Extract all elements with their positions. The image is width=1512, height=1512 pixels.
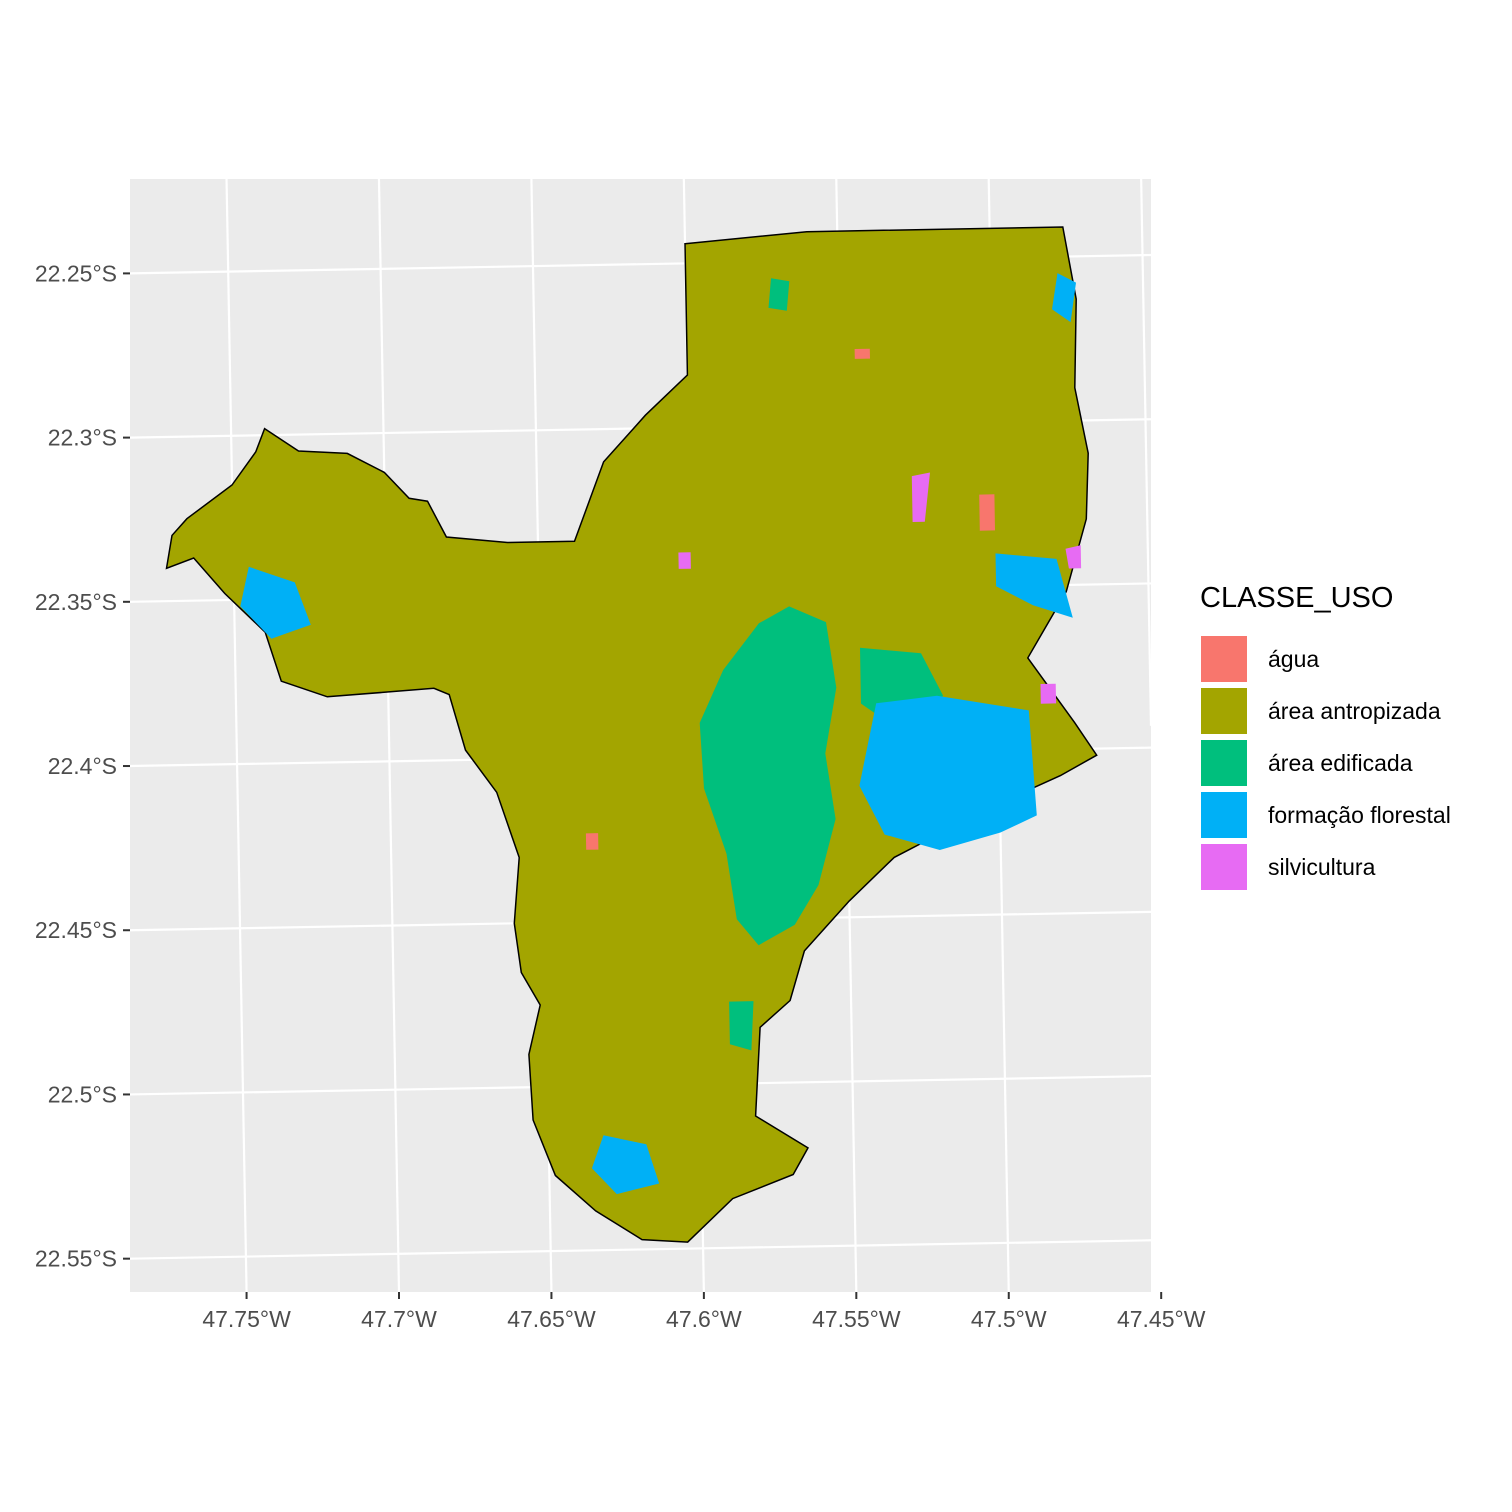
region--rea-edificada — [768, 278, 790, 311]
region-silvicultura — [1065, 545, 1082, 569]
tick-label: 22.55°S — [35, 1246, 117, 1272]
region--gua — [854, 348, 870, 359]
axes: 47.75°W 47.7°W 47.65°W 47.6°W 47.55°W 47.5°W 4… — [35, 260, 1206, 1332]
legend-color-key — [1200, 687, 1248, 735]
tick-label: 22.35°S — [35, 589, 117, 615]
region--rea-edificada — [699, 606, 837, 946]
tick-label: 47.6°W — [666, 1306, 742, 1332]
region-forma-o-florestal — [995, 553, 1073, 618]
region-forma-o-florestal — [240, 566, 311, 639]
tick-label: 47.75°W — [202, 1306, 291, 1332]
legend-color-key — [1200, 791, 1248, 839]
legend-items: água área antropizada área edificada formaç… — [1200, 633, 1451, 893]
meridian-line — [377, 178, 401, 1293]
legend-item: água — [1200, 633, 1451, 685]
legend-label: água — [1268, 645, 1320, 672]
legend: CLASSE_USO água área antropizada área edif… — [1200, 582, 1451, 893]
tick-label: 47.55°W — [812, 1306, 901, 1332]
legend-label: área antropizada — [1268, 697, 1441, 724]
tick-label: 47.7°W — [361, 1306, 437, 1332]
tick-label: 47.5°W — [971, 1306, 1047, 1332]
legend-label: área edificada — [1268, 749, 1413, 776]
parallel-line — [129, 1239, 1152, 1260]
region--gua — [979, 494, 995, 531]
tick-label: 22.25°S — [35, 260, 117, 286]
region--rea-antropizada — [165, 226, 1098, 1243]
region-silvicultura — [678, 552, 691, 569]
region-silvicultura — [911, 472, 930, 522]
legend-item: área edificada — [1200, 737, 1451, 789]
tick-label: 22.45°S — [35, 917, 117, 943]
legend-color-key — [1200, 843, 1248, 891]
region--gua — [585, 833, 599, 850]
meridian-line — [225, 178, 248, 1293]
region-forma-o-florestal — [591, 1135, 660, 1195]
legend-label: silvicultura — [1268, 853, 1376, 880]
legend-color-key — [1200, 739, 1248, 787]
tick-label: 22.3°S — [48, 425, 117, 451]
tick-label: 22.4°S — [48, 753, 117, 779]
legend-item: formação florestal — [1200, 789, 1451, 841]
legend-item: área antropizada — [1200, 685, 1451, 737]
legend-label: formação florestal — [1268, 801, 1451, 828]
region--rea-edificada — [729, 1001, 754, 1051]
tick-label: 22.5°S — [48, 1081, 117, 1107]
region-forma-o-florestal — [1052, 273, 1076, 323]
tick-label: 47.45°W — [1117, 1306, 1206, 1332]
legend-item: silvicultura — [1200, 841, 1451, 893]
region-forma-o-florestal — [859, 695, 1037, 850]
legend-title: CLASSE_USO — [1200, 582, 1394, 614]
tick-label: 47.65°W — [507, 1306, 596, 1332]
land-use-regions — [165, 226, 1098, 1243]
legend-color-key — [1200, 635, 1248, 683]
meridian-line — [1140, 178, 1153, 726]
region-silvicultura — [1040, 683, 1057, 704]
